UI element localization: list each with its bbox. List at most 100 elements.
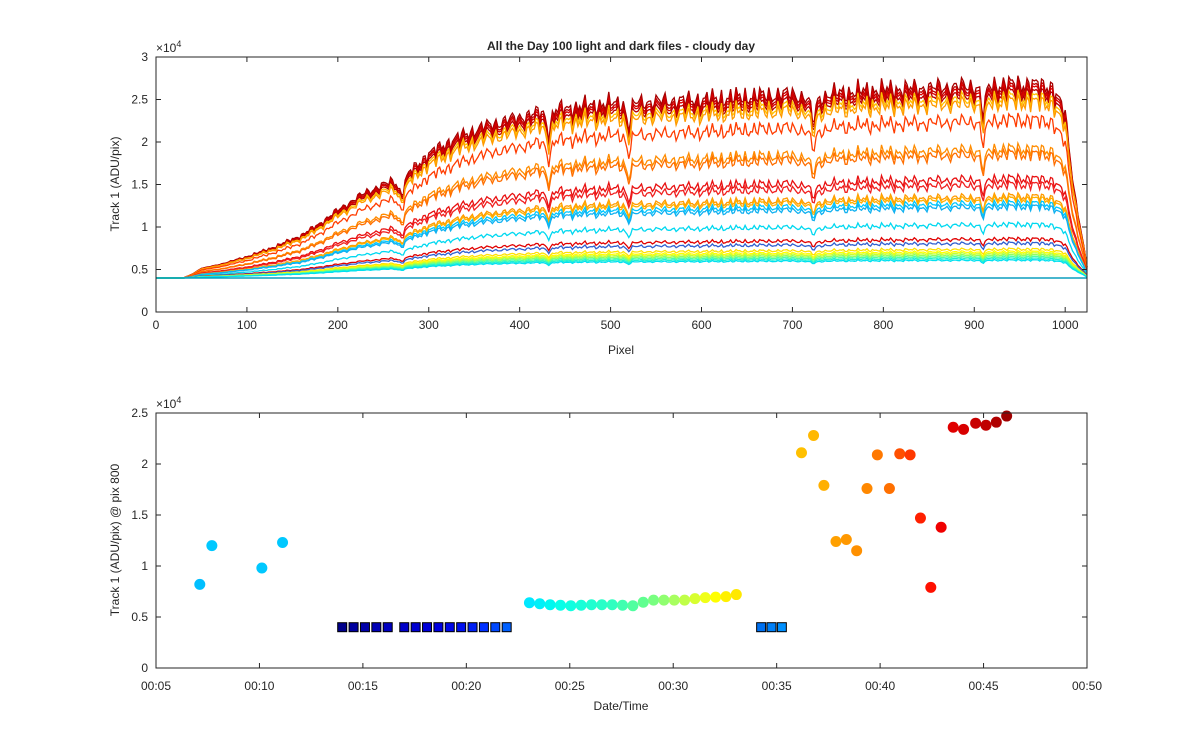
timeseries-dark-point <box>501 622 512 633</box>
timeseries-x-tick-label: 00:20 <box>451 679 481 693</box>
spectrum-y-tick-label: 0 <box>141 305 148 319</box>
timeseries-dark-point <box>756 622 767 633</box>
timeseries-x-tick-label: 00:10 <box>244 679 274 693</box>
timeseries-y-exponent: ×104 <box>156 395 181 411</box>
timeseries-plot: 00:05 00:10 00:15 00:20 00:25 00:30 00:35 00:40… <box>108 395 1102 713</box>
spectrum-series-line <box>156 202 1088 279</box>
timeseries-light-point <box>871 449 883 461</box>
spectrum-x-tick-label: 600 <box>691 318 711 332</box>
spectrum-series-line <box>156 93 1088 279</box>
timeseries-light-point <box>194 578 206 590</box>
timeseries-dark-point <box>399 622 410 633</box>
timeseries-x-tick-label: 00:40 <box>865 679 895 693</box>
spectrum-y-tick-label: 3 <box>141 50 148 64</box>
timeseries-y-tick-label: 0.5 <box>131 610 148 624</box>
timeseries-light-point <box>679 594 691 606</box>
spectrum-series-line <box>156 193 1088 279</box>
spectrum-series-line <box>156 112 1088 279</box>
spectrum-x-tick-label: 800 <box>873 318 893 332</box>
spectrum-y-exponent: ×104 <box>156 39 181 55</box>
spectrum-y-tick-label: 0.5 <box>131 263 148 277</box>
spectrum-series-line <box>156 246 1088 279</box>
timeseries-dark-point <box>478 622 489 633</box>
timeseries-light-point <box>851 545 863 557</box>
spectrum-x-tick-label: 0 <box>153 318 160 332</box>
timeseries-dark-point <box>371 622 382 633</box>
timeseries-y-exponent-base: ×10 <box>156 397 177 411</box>
spectrum-y-label: Track 1 (ADU/pix) <box>108 137 122 232</box>
timeseries-light-point <box>710 591 722 603</box>
timeseries-x-tick-label: 00:30 <box>658 679 688 693</box>
timeseries-light-point <box>947 421 959 433</box>
timeseries-dark-point <box>490 622 501 633</box>
timeseries-light-point <box>925 581 937 593</box>
timeseries-light-point <box>970 417 982 429</box>
timeseries-dark-point <box>456 622 467 633</box>
timeseries-light-point <box>808 429 820 441</box>
spectrum-series-line <box>156 220 1088 279</box>
timeseries-light-point <box>565 600 577 612</box>
timeseries-light-point <box>699 592 711 604</box>
timeseries-light-point <box>730 589 742 601</box>
timeseries-light-point <box>818 479 830 491</box>
spectrum-series-line <box>156 191 1088 279</box>
timeseries-ticks: 00:05 00:10 00:15 00:20 00:25 00:30 00:35 00:40… <box>131 406 1102 693</box>
timeseries-dark-point <box>422 622 433 633</box>
timeseries-x-tick-label: 00:15 <box>348 679 378 693</box>
spectrum-series-line <box>156 88 1088 279</box>
spectrum-y-exponent-power: 4 <box>176 39 181 49</box>
timeseries-light-point <box>689 593 701 605</box>
timeseries-x-tick-label: 00:35 <box>762 679 792 693</box>
spectrum-series-line <box>156 140 1088 279</box>
timeseries-light-point <box>668 594 680 606</box>
timeseries-light-point <box>596 599 608 611</box>
spectrum-ticks: 0 100 200 300 400 500 600 700 800 900 1000 0 0.5 1 1.5… <box>131 50 1087 332</box>
spectrum-x-tick-label: 400 <box>510 318 530 332</box>
timeseries-dark-point <box>382 622 393 633</box>
timeseries-light-point <box>658 594 670 606</box>
spectrum-series-line <box>156 236 1088 279</box>
timeseries-light-point <box>554 599 566 611</box>
timeseries-light-point <box>277 537 289 549</box>
timeseries-dark-point <box>766 622 777 633</box>
timeseries-dark-point <box>776 622 787 633</box>
timeseries-x-tick-label: 00:25 <box>555 679 585 693</box>
timeseries-light-point <box>861 482 873 494</box>
spectrum-title: All the Day 100 light and dark files - c… <box>487 39 755 53</box>
spectrum-y-tick-label: 2 <box>141 135 148 149</box>
spectrum-series-line <box>156 146 1088 279</box>
timeseries-y-tick-label: 1 <box>141 559 148 573</box>
timeseries-dark-point <box>359 622 370 633</box>
spectrum-x-tick-label: 300 <box>419 318 439 332</box>
timeseries-x-tick-label: 00:50 <box>1072 679 1102 693</box>
timeseries-light-point <box>795 447 807 459</box>
timeseries-light-point <box>935 521 947 533</box>
timeseries-light-point <box>904 449 916 461</box>
spectrum-x-tick-label: 700 <box>782 318 802 332</box>
spectrum-series-line <box>156 198 1088 279</box>
spectrum-x-tick-label: 100 <box>237 318 257 332</box>
spectrum-series-line <box>156 178 1088 279</box>
spectrum-plot: 0 100 200 300 400 500 600 700 800 900 1000 0 0.5 1 1.5… <box>108 39 1088 357</box>
spectrum-x-tick-label: 200 <box>328 318 348 332</box>
timeseries-y-tick-label: 2 <box>141 457 148 471</box>
timeseries-light-point <box>606 599 618 611</box>
timeseries-light-point <box>256 562 268 574</box>
timeseries-x-tick-label: 00:05 <box>141 679 171 693</box>
timeseries-dark-point <box>467 622 478 633</box>
spectrum-series-line <box>156 258 1088 279</box>
timeseries-plot-area <box>156 413 1087 668</box>
timeseries-points-group <box>194 410 1013 633</box>
timeseries-light-point <box>648 594 660 606</box>
timeseries-light-point <box>617 599 629 611</box>
timeseries-dark-point <box>410 622 421 633</box>
timeseries-dark-point <box>433 622 444 633</box>
timeseries-light-point <box>627 600 639 612</box>
timeseries-y-tick-label: 0 <box>141 661 148 675</box>
timeseries-y-tick-label: 2.5 <box>131 406 148 420</box>
spectrum-series-line <box>156 240 1088 279</box>
spectrum-x-tick-label: 1000 <box>1052 318 1079 332</box>
timeseries-light-point <box>1001 410 1013 422</box>
spectrum-y-exponent-base: ×10 <box>156 41 177 55</box>
spectrum-y-tick-label: 2.5 <box>131 93 148 107</box>
